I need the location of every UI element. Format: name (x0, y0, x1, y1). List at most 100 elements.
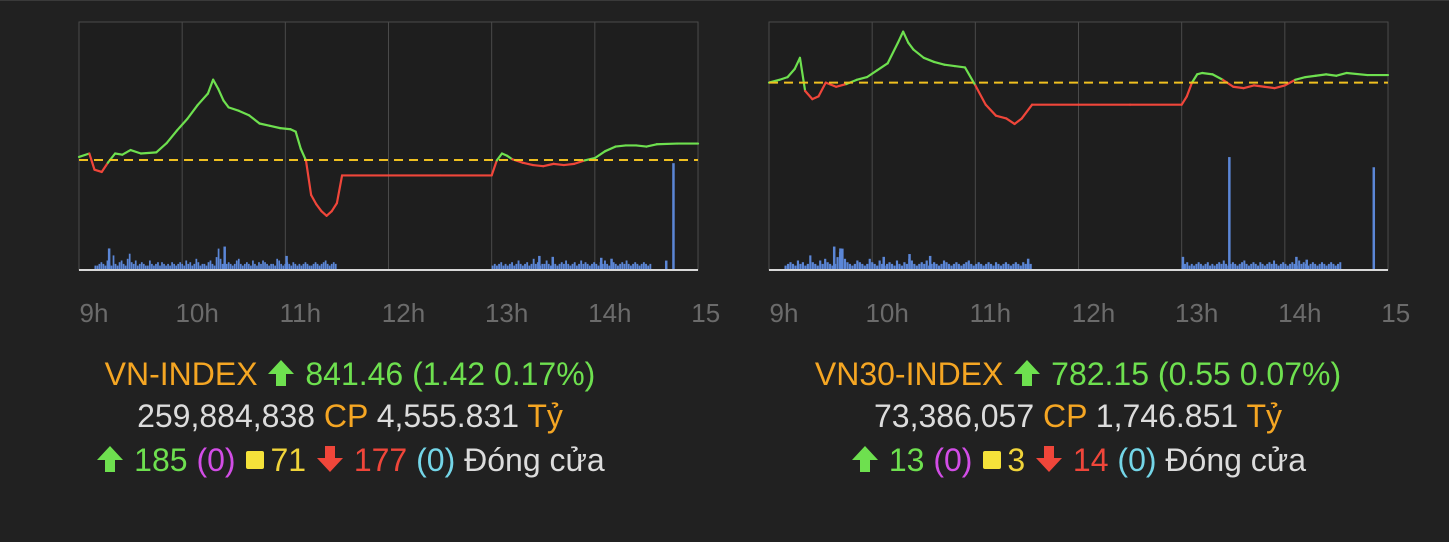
price-line-segment (1283, 78, 1297, 87)
price-line-segment (335, 174, 344, 205)
volume-spike (1228, 157, 1231, 269)
volume-bar (1318, 263, 1321, 269)
volume-bar (957, 263, 960, 269)
price-line-segment (1232, 85, 1245, 90)
price-line-segment (139, 151, 158, 155)
vn-index-panel: 9h 10h 11h 12h 13h 14h 15h VN-INDEX 841.46 (1.… (0, 0, 720, 542)
x-tick-label: 13h (485, 298, 528, 328)
up-arrow-icon (268, 360, 295, 386)
volume-bar (819, 260, 822, 269)
volume-bar (306, 263, 309, 269)
volume-bar (502, 265, 505, 269)
up-arrow-icon (851, 446, 878, 472)
volume-bar (925, 260, 928, 269)
price-line-segment (1335, 71, 1348, 77)
volume-bar (120, 260, 123, 269)
volume-bar (1241, 262, 1244, 269)
volume-bar (521, 265, 524, 269)
volume-bar (960, 265, 963, 269)
volume-spike (1305, 259, 1308, 269)
volume-bar (853, 263, 856, 269)
volume-bar (881, 263, 884, 269)
volume-bar (811, 262, 814, 269)
price-line-segment (1242, 84, 1255, 90)
volume-bar (138, 263, 141, 269)
index-name: VN-INDEX (104, 356, 258, 392)
volume-bar (1275, 263, 1278, 269)
price-line-segment (175, 117, 189, 132)
volume-bar (556, 265, 559, 269)
volume-bar (243, 263, 246, 269)
volume-bar (992, 265, 995, 269)
volume-bar (328, 265, 331, 269)
price-line-segment (834, 82, 848, 88)
volume-bar (199, 265, 202, 269)
volume-bar (332, 262, 335, 269)
index-change: (1.42 0.17%) (412, 356, 596, 392)
volume-bar (205, 265, 208, 269)
volume-bar (1014, 262, 1017, 269)
volume-bar (965, 262, 968, 269)
volume-bar (1300, 263, 1303, 269)
price-line-segment (304, 159, 313, 197)
price-line-segment (320, 210, 328, 217)
volume-bar (1197, 262, 1200, 269)
volume-bar (604, 260, 606, 269)
volume-bar (575, 265, 578, 269)
volume-bar (314, 262, 317, 269)
volume-bar (888, 262, 891, 269)
vn30-index-panel: 9h 10h 11h 12h 13h 14h 15h VN30-INDEX 782.15 (… (690, 0, 1410, 542)
volume-bar (982, 265, 985, 269)
value-unit: Tỷ (1246, 398, 1283, 434)
advancers-count: 13 (888, 442, 925, 478)
volume-bar (159, 265, 161, 269)
price-line-segment (1211, 73, 1225, 81)
volume-bar (1263, 265, 1266, 269)
x-tick-label: 12h (382, 298, 425, 328)
volume-bar (175, 265, 178, 269)
x-tick-label: 15h (1381, 298, 1410, 328)
volume-bar (554, 263, 557, 269)
volume-bar (898, 263, 901, 269)
volume-bar (227, 262, 230, 269)
volume-bar (189, 262, 192, 269)
price-line-segment (811, 95, 820, 101)
volume-bar (547, 263, 550, 269)
volume-bar (649, 263, 652, 269)
volume-bar (288, 263, 291, 269)
volume-bar (173, 263, 175, 269)
volume-bar (171, 262, 173, 269)
price-line-segment (1190, 73, 1199, 84)
price-line-segment (1294, 76, 1307, 81)
volume-bar (814, 263, 817, 269)
volume-bar (1252, 262, 1255, 269)
volume-bar (1259, 262, 1262, 269)
volume-bar (1029, 263, 1032, 269)
volume-bar (147, 265, 149, 269)
price-line-segment (299, 147, 308, 162)
volume-bar (149, 260, 151, 269)
price-line-segment (1185, 81, 1194, 98)
unchanged-count: 3 (1007, 442, 1026, 478)
price-line-segment (1314, 73, 1328, 77)
volume-bar (1209, 265, 1212, 269)
volume-bar (1266, 263, 1269, 269)
price-line-segment (121, 148, 132, 156)
price-line-segment (165, 129, 179, 145)
volume-bar (940, 263, 943, 269)
volume-bar (517, 260, 520, 269)
volume-bar (876, 265, 879, 269)
price-line-segment (778, 76, 789, 81)
volume-bar (1314, 263, 1317, 269)
volume-bar (955, 262, 958, 269)
volume-bar (1284, 263, 1287, 269)
volume-bar (582, 263, 585, 269)
volume-bar (846, 262, 849, 269)
volume-bar (207, 262, 210, 269)
volume-bar (1270, 263, 1273, 269)
volume-bar (580, 260, 583, 269)
volume-bar (122, 263, 125, 269)
volume-bar (578, 263, 580, 269)
volume-bar (593, 262, 596, 269)
vn-index-summary-row: VN-INDEX 841.46 (1.42 0.17%) (0, 352, 700, 396)
